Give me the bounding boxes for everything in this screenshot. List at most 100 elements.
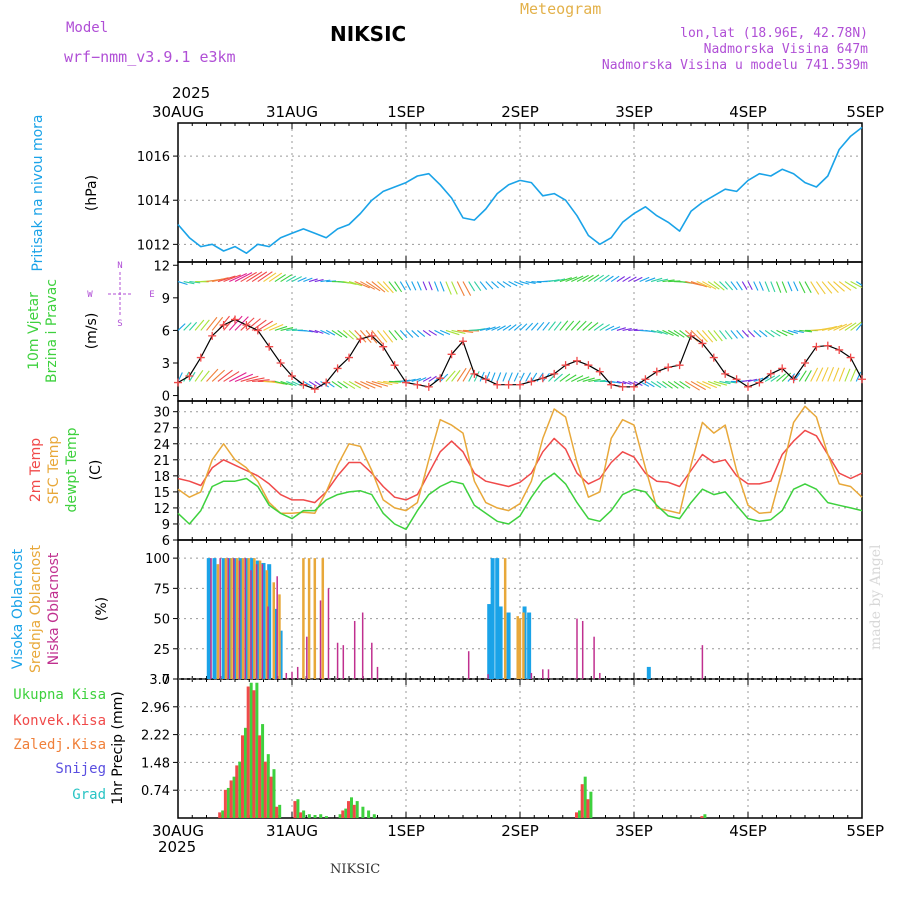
cloud-high-bar bbox=[221, 558, 226, 679]
x-tick-label-bottom: 31AUG bbox=[266, 822, 318, 840]
wind-speed-marker bbox=[367, 331, 376, 340]
wind-arrow bbox=[679, 380, 691, 389]
precip-conv-bar bbox=[218, 812, 222, 818]
cloud-low-bar bbox=[291, 671, 293, 679]
x-tick-label-bottom: 2SEP bbox=[501, 822, 539, 840]
wind-arrow bbox=[417, 377, 427, 382]
wind-arrow bbox=[610, 275, 620, 283]
cloud-mid-bar bbox=[522, 612, 525, 679]
wind-arrow bbox=[770, 374, 781, 382]
wind-speed-marker bbox=[698, 339, 707, 348]
precip-total-bar bbox=[338, 814, 342, 818]
precip-total-bar bbox=[232, 776, 236, 818]
wind-arrow bbox=[588, 322, 599, 331]
wind-speed-marker bbox=[573, 356, 581, 365]
wind-arrow bbox=[553, 321, 562, 331]
wind-arrow bbox=[257, 320, 274, 331]
wind-arrow bbox=[525, 322, 534, 331]
wind-arrow bbox=[234, 373, 254, 382]
wind-arrow bbox=[229, 273, 247, 283]
wind-arrow bbox=[223, 274, 241, 283]
precip-total-bar bbox=[278, 804, 282, 818]
wind-arrow bbox=[696, 330, 708, 343]
wind-arrow bbox=[799, 329, 813, 333]
precip-total-bar bbox=[249, 682, 253, 818]
cloud-mid-bar bbox=[258, 560, 262, 679]
cloud-low-bar bbox=[599, 672, 601, 679]
wind-arrow bbox=[804, 370, 812, 382]
cloud-low-bar bbox=[327, 588, 330, 679]
wind-arrow bbox=[656, 329, 668, 335]
wind-arrow bbox=[496, 281, 506, 288]
precip-total-bar bbox=[355, 801, 359, 818]
precip-total-bar bbox=[703, 814, 707, 818]
y-tick-label: 0 bbox=[162, 673, 170, 688]
wind-arrow bbox=[838, 281, 852, 291]
wind-arrow bbox=[479, 371, 485, 382]
elevation-text: Nadmorska Visina 647m bbox=[703, 42, 868, 57]
wind-arrow bbox=[764, 281, 770, 293]
wind-arrow bbox=[268, 272, 283, 283]
wind-arrow bbox=[445, 329, 460, 336]
pressure-unit: (hPa) bbox=[84, 175, 100, 211]
wind-arrow bbox=[428, 329, 437, 336]
precip-total-bar bbox=[372, 814, 376, 818]
wind-arrow bbox=[303, 329, 313, 333]
wind-arrow bbox=[399, 330, 408, 339]
wind-speed-marker bbox=[789, 375, 798, 384]
wind-speed-marker bbox=[288, 372, 296, 381]
wind-speed-marker bbox=[778, 364, 787, 373]
wind-arrow bbox=[656, 278, 669, 283]
temp-unit: (C) bbox=[88, 460, 104, 481]
cloud-unit: (%) bbox=[94, 597, 110, 621]
y-tick-label: 50 bbox=[153, 613, 170, 628]
wind-arrow bbox=[365, 380, 383, 388]
wind-arrow bbox=[462, 367, 472, 382]
wind-speed-marker bbox=[208, 331, 217, 340]
wind-speed-marker bbox=[493, 380, 502, 389]
wind-arrow bbox=[428, 375, 437, 382]
wind-speed-marker bbox=[345, 353, 353, 362]
wind-arrow bbox=[428, 281, 433, 291]
coords-text: lon,lat (18.96E, 42.78N) bbox=[680, 26, 868, 41]
wind-arrow bbox=[599, 274, 610, 283]
x-tick-label-top: 30AUG bbox=[152, 103, 204, 121]
cloud-high-bar bbox=[250, 558, 255, 679]
wind-arrow bbox=[286, 275, 297, 283]
wind-arrow bbox=[713, 330, 723, 342]
cloud-high-bar bbox=[261, 562, 266, 679]
wind-arrow bbox=[764, 329, 775, 338]
wind-arrow bbox=[320, 279, 331, 283]
wind-arrow bbox=[354, 380, 370, 390]
wind-speed-marker bbox=[265, 342, 274, 351]
wind-arrow bbox=[559, 277, 572, 283]
y-tick-label: 18 bbox=[153, 470, 170, 485]
wind-arrow bbox=[747, 281, 753, 291]
wind-arrow bbox=[793, 329, 804, 334]
wind-arrow bbox=[747, 378, 758, 382]
cloud-low-bar bbox=[547, 669, 550, 679]
wind-arrow bbox=[206, 368, 219, 382]
wind-speed-marker bbox=[185, 372, 194, 381]
precip-total-bar bbox=[344, 808, 348, 818]
cloud-low-bar bbox=[581, 620, 584, 679]
wind-arrow bbox=[286, 380, 297, 386]
wind-arrow bbox=[645, 380, 655, 388]
wind-arrow bbox=[559, 373, 571, 382]
wind-arrow bbox=[405, 330, 414, 338]
wind-arrow bbox=[388, 281, 398, 292]
wind-arrow bbox=[633, 276, 643, 283]
precip-conv-bar bbox=[347, 801, 350, 818]
cloud-low-bar bbox=[296, 666, 299, 679]
wind-arrow bbox=[576, 320, 587, 331]
wind-arrow bbox=[776, 373, 787, 382]
y-tick-label: 2.96 bbox=[141, 701, 170, 716]
wind-arrow bbox=[280, 274, 292, 283]
cloud-high-bar bbox=[244, 558, 249, 679]
y-tick-label: 100 bbox=[145, 552, 170, 567]
wind-arrow bbox=[662, 380, 673, 389]
precip-total-bar bbox=[243, 727, 247, 818]
precip-total-bar bbox=[221, 810, 225, 818]
y-tick-label: 9 bbox=[162, 518, 170, 533]
cloud-mid-bar bbox=[247, 558, 250, 679]
